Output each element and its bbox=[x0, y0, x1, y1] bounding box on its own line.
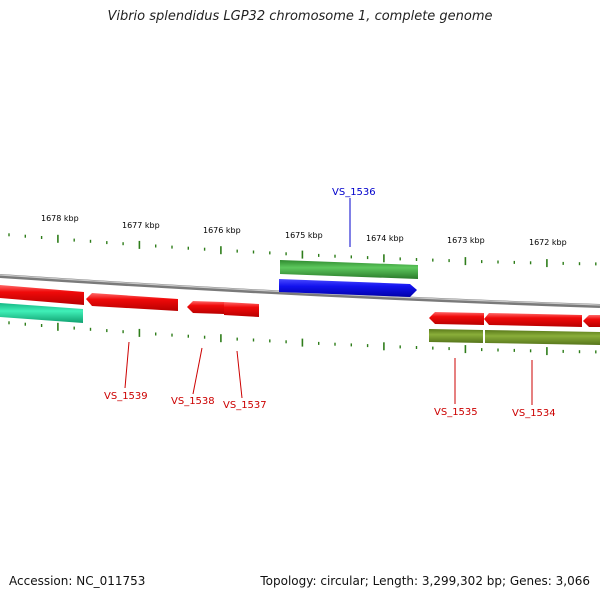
inner-tick-track bbox=[8, 321, 597, 356]
gene-feature-vs1535[interactable] bbox=[429, 312, 484, 325]
gene-feature-teal[interactable] bbox=[0, 303, 83, 323]
kbp-label: 1678 kbp bbox=[41, 214, 79, 223]
leader-vs1539 bbox=[124, 341, 130, 389]
kbp-label: 1673 kbp bbox=[447, 236, 485, 245]
gene-feature-vs1534[interactable] bbox=[484, 313, 582, 327]
gene-feature-vs1538[interactable] bbox=[187, 301, 224, 314]
gene-feature-olive-1[interactable] bbox=[429, 329, 483, 343]
chromosome-backbone bbox=[0, 274, 600, 308]
leader-vs1538 bbox=[192, 347, 203, 395]
gene-label-vs1534[interactable]: VS_1534 bbox=[512, 408, 556, 419]
kbp-label: 1677 kbp bbox=[122, 221, 160, 230]
kbp-label: 1675 kbp bbox=[285, 231, 323, 240]
accession-text: Accession: NC_011753 bbox=[9, 574, 146, 588]
gene-feature-left-red[interactable] bbox=[0, 285, 84, 305]
kbp-label: 1676 kbp bbox=[203, 226, 241, 235]
gene-label-vs1538[interactable]: VS_1538 bbox=[171, 396, 215, 407]
kbp-label: 1672 kbp bbox=[529, 238, 567, 247]
gene-feature-vs1536[interactable] bbox=[279, 279, 417, 297]
gene-feature-olive-2[interactable] bbox=[485, 330, 600, 345]
topology-text: Topology: circular; Length: 3,299,302 bp… bbox=[260, 574, 590, 588]
gene-label-vs1537[interactable]: VS_1537 bbox=[223, 400, 267, 411]
gene-feature-vs1539[interactable] bbox=[86, 293, 178, 311]
outer-tick-track bbox=[8, 233, 597, 268]
gene-feature-vs1537[interactable] bbox=[224, 302, 259, 317]
genome-title: Vibrio splendidus LGP32 chromosome 1, co… bbox=[107, 9, 493, 24]
gene-feature-right-red[interactable] bbox=[583, 315, 600, 327]
gene-label-vs1536[interactable]: VS_1536 bbox=[332, 187, 376, 198]
leader-vs1537 bbox=[236, 350, 243, 399]
kbp-label: 1674 kbp bbox=[366, 234, 404, 243]
gene-label-vs1539[interactable]: VS_1539 bbox=[104, 391, 148, 402]
kbp-scale: 1678 kbp 1677 kbp 1676 kbp 1675 kbp 1674… bbox=[41, 214, 567, 247]
gene-label-vs1535[interactable]: VS_1535 bbox=[434, 407, 478, 418]
gene-feature-green[interactable] bbox=[280, 260, 418, 279]
